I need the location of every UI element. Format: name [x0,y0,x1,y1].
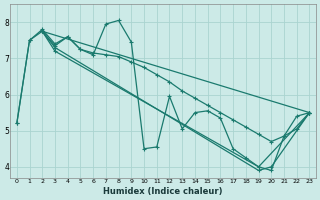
X-axis label: Humidex (Indice chaleur): Humidex (Indice chaleur) [103,187,223,196]
